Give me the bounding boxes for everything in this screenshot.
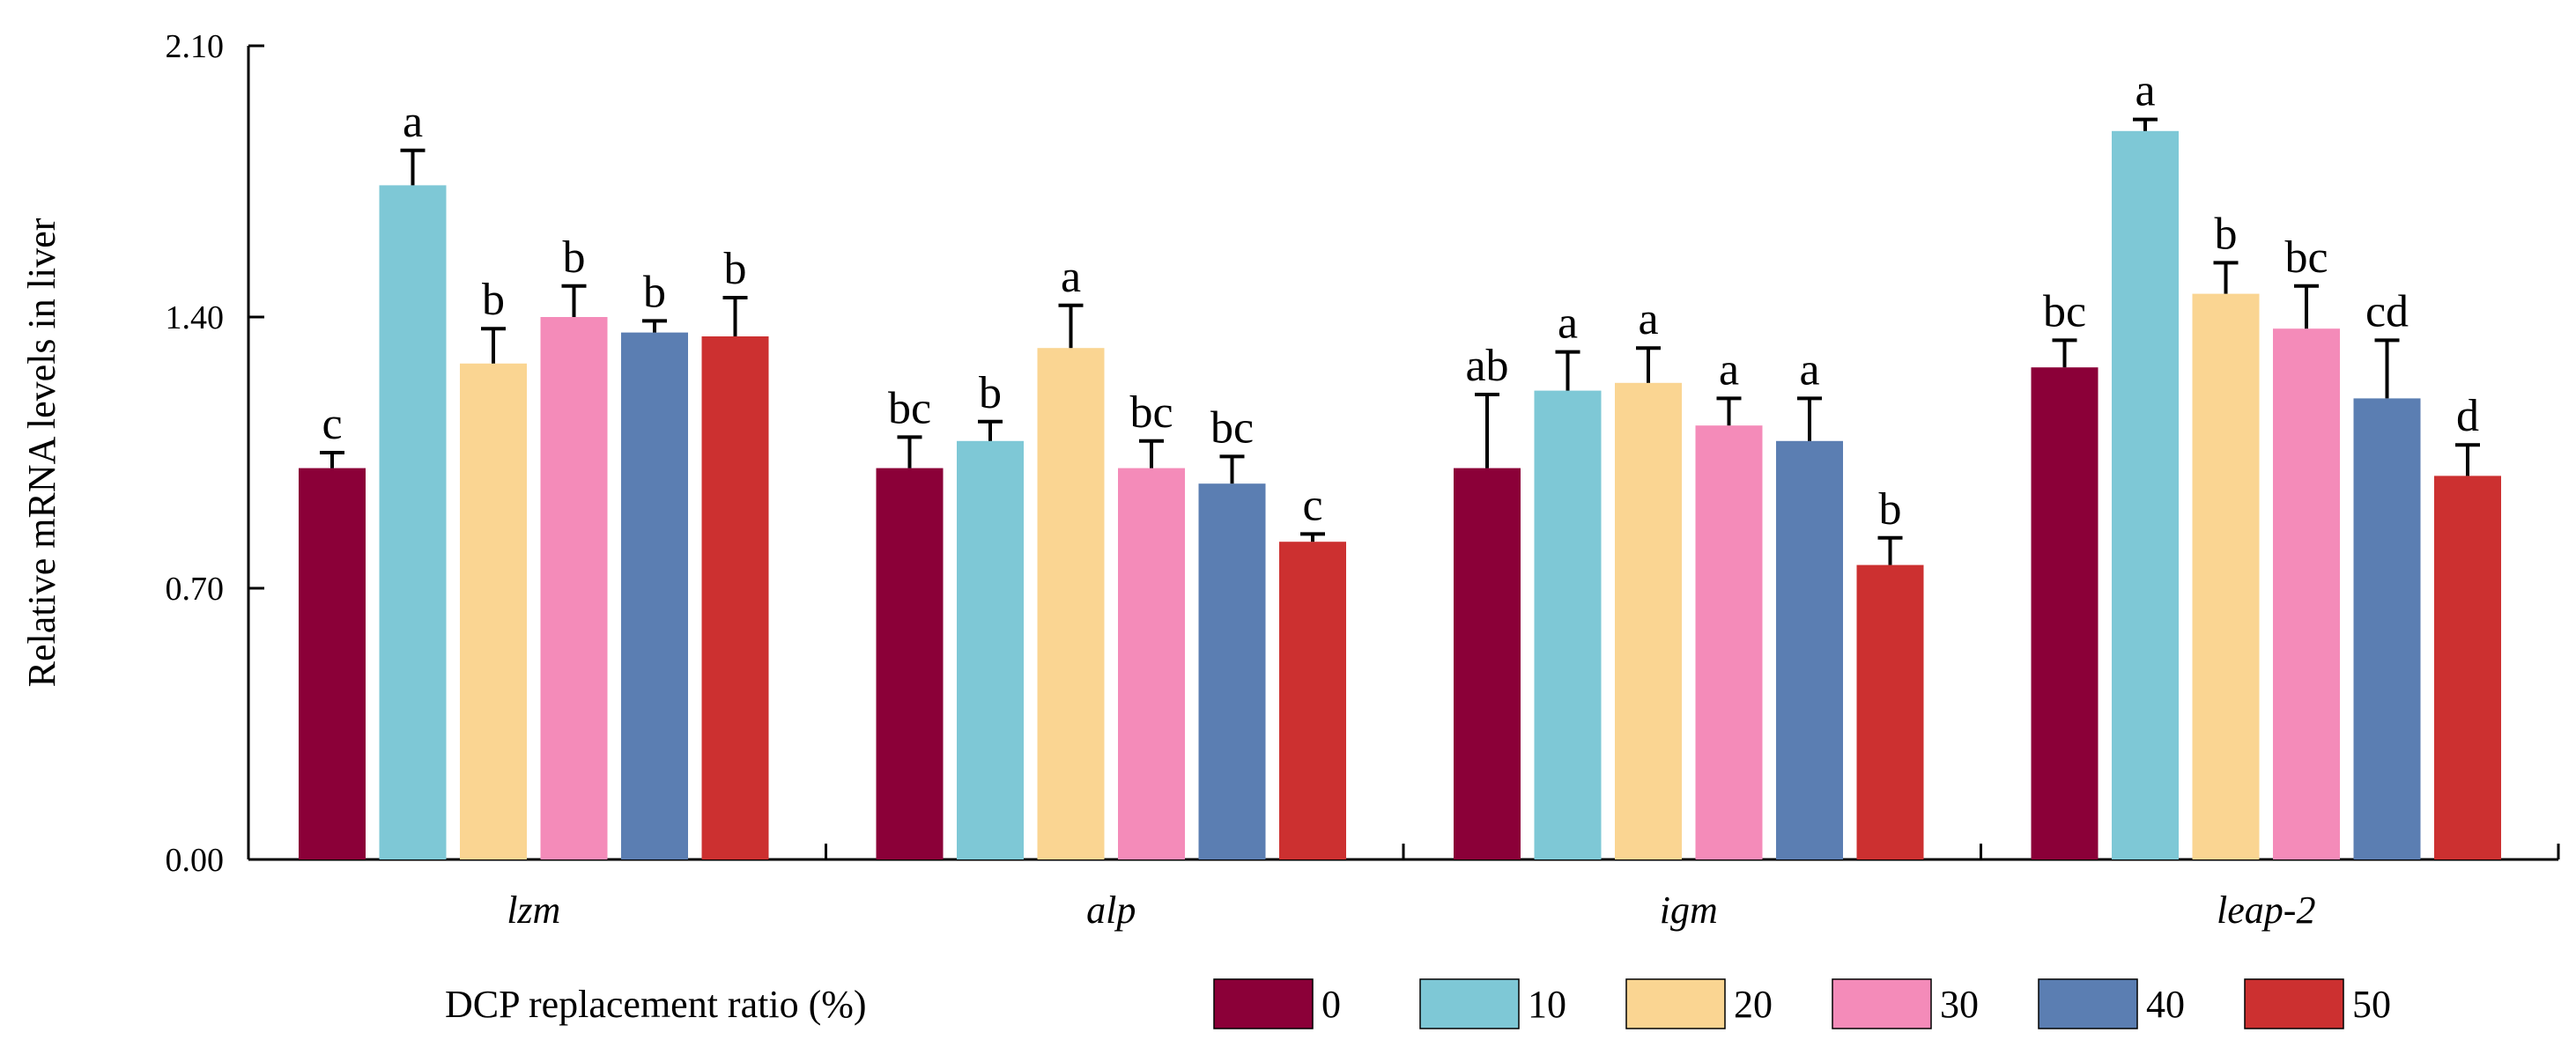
bar-lzm-40: [621, 332, 688, 860]
bar-leap-2-30: [2273, 328, 2340, 859]
bar-leap-2-50: [2434, 476, 2501, 859]
sig-letter-alp-40: bc: [1210, 402, 1254, 453]
y-tick-label: 0.70: [166, 571, 225, 608]
legend-label-40: 40: [2146, 983, 2185, 1026]
bar-leap-2-20: [2192, 293, 2260, 860]
category-label-igm: igm: [1660, 889, 1718, 932]
sig-letter-alp-20: a: [1061, 252, 1081, 302]
legend-label-50: 50: [2352, 983, 2391, 1026]
y-axis-title: Relative mRNA levels in liver: [20, 218, 63, 687]
legend-label-10: 10: [1528, 983, 1566, 1026]
bar-lzm-50: [701, 336, 769, 859]
sig-letter-lzm-30: b: [563, 232, 586, 283]
sig-letter-alp-30: bc: [1129, 387, 1173, 438]
bar-lzm-10: [379, 185, 447, 859]
sig-letter-igm-50: b: [1879, 484, 1902, 535]
legend-swatch-50: [2244, 978, 2344, 1029]
legend-label-30: 30: [1940, 983, 1979, 1026]
error-bars: [320, 117, 2480, 565]
y-tick-label: 1.40: [166, 299, 225, 336]
category-label-lzm: lzm: [507, 889, 560, 932]
bar-leap-2-0: [2031, 367, 2099, 859]
sig-letter-igm-10: a: [1558, 299, 1578, 349]
sig-letter-leap-2-30: bc: [2284, 232, 2328, 283]
sig-letter-leap-2-0: bc: [2043, 286, 2086, 336]
sig-letter-alp-10: b: [979, 368, 1002, 418]
legend-swatch-40: [2038, 978, 2138, 1029]
sig-letter-igm-20: a: [1638, 294, 1658, 344]
sig-letter-leap-2-50: d: [2456, 391, 2479, 441]
legend-label-20: 20: [1734, 983, 1773, 1026]
bar-igm-50: [1856, 564, 1924, 859]
bar-leap-2-10: [2112, 130, 2179, 860]
bar-igm-40: [1776, 440, 1843, 859]
sig-letter-leap-2-40: cd: [2365, 286, 2409, 336]
sig-letter-lzm-10: a: [403, 97, 423, 147]
bar-alp-10: [957, 440, 1024, 859]
sig-letter-leap-2-10: a: [2135, 66, 2155, 116]
legend: DCP replacement ratio (%) 0 10 20 30 40 50: [445, 978, 2391, 1029]
bars: [299, 130, 2501, 860]
legend-label-0: 0: [1321, 983, 1341, 1026]
category-label-leap-2: leap-2: [2217, 889, 2315, 932]
sig-letter-lzm-0: c: [322, 399, 342, 449]
bar-alp-40: [1198, 483, 1266, 859]
legend-swatch-0: [1213, 978, 1314, 1029]
y-tick-label: 0.00: [166, 842, 225, 879]
legend-swatch-30: [1832, 978, 1932, 1029]
category-label-alp: alp: [1086, 889, 1136, 932]
bar-lzm-0: [299, 468, 366, 859]
bar-lzm-30: [540, 317, 608, 859]
legend-swatch-10: [1419, 978, 1520, 1029]
bar-alp-20: [1037, 348, 1105, 859]
bar-igm-0: [1454, 468, 1521, 859]
sig-letter-lzm-50: b: [724, 244, 747, 294]
sig-letter-alp-0: bc: [888, 383, 931, 433]
bar-alp-30: [1118, 468, 1185, 859]
legend-swatch-20: [1625, 978, 1726, 1029]
bar-igm-30: [1695, 425, 1763, 859]
bar-igm-10: [1534, 390, 1602, 860]
bar-alp-50: [1279, 542, 1346, 859]
sig-letter-igm-0: ab: [1465, 341, 1508, 391]
axis-labels: 0.00 0.70 1.40 2.10 Relative mRNA levels in …: [20, 28, 2315, 932]
sig-letter-leap-2-20: b: [2215, 209, 2238, 259]
bar-igm-20: [1615, 382, 1682, 859]
bar-lzm-20: [460, 363, 527, 859]
sig-letter-alp-50: c: [1302, 480, 1322, 530]
sig-letter-igm-40: a: [1799, 344, 1819, 395]
bar-alp-0: [876, 468, 944, 859]
sig-letter-lzm-40: b: [643, 267, 666, 317]
sig-letter-lzm-20: b: [482, 275, 505, 325]
sig-letter-igm-30: a: [1719, 344, 1739, 395]
y-tick-label: 2.10: [166, 28, 225, 65]
legend-title: DCP replacement ratio (%): [445, 983, 867, 1026]
bar-leap-2-40: [2353, 398, 2421, 859]
